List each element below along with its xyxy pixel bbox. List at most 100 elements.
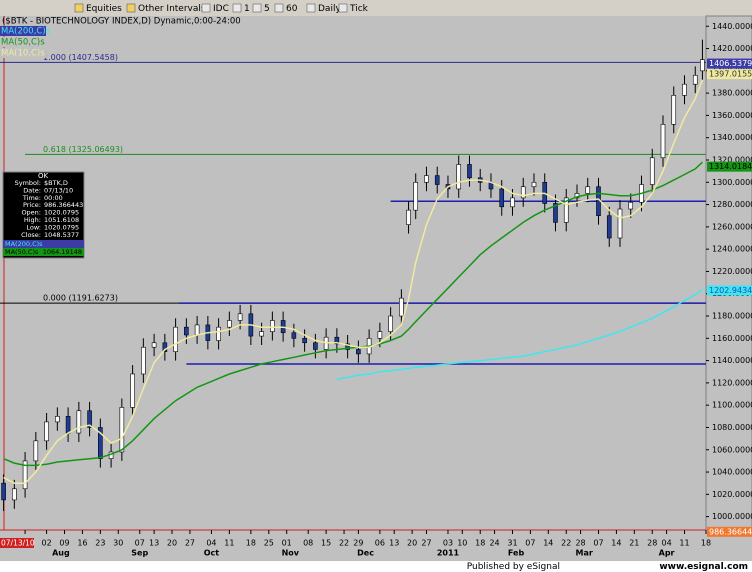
info-key: Close: — [21, 231, 41, 239]
legend-entry: MA(200,C)s — [1, 27, 51, 37]
candle-body — [87, 410, 92, 428]
info-value: 1048.5377 — [44, 231, 79, 239]
x-tick-label: 27 — [421, 539, 431, 548]
info-value: 1020.0795 — [44, 209, 79, 217]
month-label: Aug — [52, 549, 70, 558]
toolbar-button[interactable]: 60 — [286, 4, 298, 14]
candle-body — [55, 416, 60, 423]
candle-body — [12, 488, 17, 501]
candle-body — [194, 324, 200, 336]
candle-body — [216, 326, 221, 341]
x-tick-label: 13 — [149, 539, 159, 548]
candle-body — [553, 203, 558, 223]
candle-body — [119, 407, 125, 453]
legend-box — [0, 48, 46, 58]
x-tick-label: 20 — [407, 539, 417, 548]
toolbar-button[interactable]: IDC — [213, 4, 229, 14]
x-tick-label: 07 — [135, 539, 145, 548]
price-marker-label: 1202.94343 — [709, 286, 752, 295]
candle-body — [413, 181, 419, 211]
y-tick-label: 1300.000000 — [712, 178, 752, 187]
x-tick-label: 31 — [507, 539, 517, 548]
y-tick-label: 1100.000000 — [712, 401, 752, 410]
footer — [0, 561, 752, 572]
chart-layer: Equities Other Intervals IDC 1 5 60 Daily Tick 1… — [0, 3, 752, 558]
candle-body — [467, 164, 472, 179]
toolbar-button[interactable]: 5 — [264, 4, 270, 14]
toolbar-button[interactable]: Other Intervals — [138, 4, 206, 14]
start-label-box — [0, 538, 34, 548]
price-marker — [707, 69, 752, 80]
ma-line — [3, 79, 704, 484]
candle-body — [259, 331, 264, 337]
x-tick-label: 14 — [611, 539, 621, 548]
chart-title: ($BTK - BIOTECHNOLOGY INDEX,D) Dynamic,0… — [2, 17, 241, 27]
info-key: Low: — [26, 223, 41, 231]
x-tick-label: 18 — [701, 539, 711, 548]
x-tick-label: 04 — [661, 539, 671, 548]
x-tick-label: 09 — [59, 539, 69, 548]
info-ma-key: MA(200,C)s — [5, 240, 43, 248]
price-marker-label: 1314.01844 — [709, 162, 752, 171]
x-tick-label: 22 — [561, 539, 571, 548]
footer-publisher: Published by eSignal — [467, 562, 560, 572]
x-tick-label: 07 — [525, 539, 535, 548]
price-marker-label: 1397.0155 — [709, 70, 752, 79]
x-tick-label: 01 — [282, 539, 292, 548]
toolbar-icon — [126, 3, 136, 13]
candle-body — [173, 326, 178, 352]
month-label: Nov — [282, 549, 300, 558]
y-tick-label: 1280.000000 — [712, 200, 752, 209]
price-marker — [707, 526, 752, 537]
toolbar-button[interactable]: Tick — [349, 4, 369, 14]
month-label: Feb — [508, 549, 525, 558]
candle-body — [671, 95, 677, 125]
toolbar-icon — [201, 3, 211, 13]
x-tick-label: 04 — [206, 539, 216, 548]
info-value: 1051.6108 — [44, 216, 79, 224]
toolbar-button[interactable]: 1 — [244, 4, 250, 14]
toolbar — [0, 0, 752, 16]
candle-body — [356, 349, 361, 355]
candle-body — [660, 124, 666, 159]
candle-body — [44, 421, 49, 442]
info-key: Time: — [22, 194, 41, 202]
y-tick-label: 1060.000000 — [712, 445, 752, 454]
y-tick-label: 1320.000000 — [712, 155, 752, 164]
month-label: 2011 — [437, 549, 460, 558]
month-label: Mar — [575, 549, 592, 558]
info-key: Date: — [23, 186, 41, 194]
x-tick-label: 08 — [303, 539, 313, 548]
candle-body — [227, 320, 232, 328]
x-tick-label: 30 — [113, 539, 123, 548]
candle-body — [1, 482, 6, 501]
x-tick-label: 28 — [575, 539, 585, 548]
x-tick-label: 18 — [246, 539, 256, 548]
toolbar-icon — [74, 3, 84, 13]
x-tick-label: 22 — [339, 539, 349, 548]
price-marker — [707, 58, 752, 69]
y-tick-label: 1440.000000 — [712, 22, 752, 31]
x-tick-label: 23 — [95, 539, 105, 548]
toolbar-icon — [232, 3, 242, 13]
info-ma-value: 1064.19148 — [43, 248, 82, 256]
y-tick-label: 1180.000000 — [712, 312, 752, 321]
toolbar-button[interactable]: Equities — [86, 4, 122, 14]
candle-body — [499, 188, 505, 208]
start-label: 07/13/10 — [1, 539, 35, 548]
candle-body — [345, 343, 350, 350]
footer-site: www.esignal.com — [659, 562, 748, 572]
legend-entry: MA(50,C)s — [1, 38, 45, 48]
x-tick-label: 03 — [443, 539, 453, 548]
info-ma-row — [3, 248, 84, 256]
y-tick-label: 1340.000000 — [712, 133, 752, 142]
y-tick-label: 1120.000000 — [712, 378, 752, 387]
candle-body — [520, 186, 526, 199]
x-tick-label: 24 — [489, 539, 499, 548]
candle-body — [302, 338, 307, 344]
candle-body — [388, 315, 393, 332]
month-label: Sep — [131, 549, 148, 558]
y-tick-label: 1240.000000 — [712, 245, 752, 254]
toolbar-button[interactable]: Daily — [318, 4, 341, 14]
x-tick-label: 02 — [41, 539, 51, 548]
